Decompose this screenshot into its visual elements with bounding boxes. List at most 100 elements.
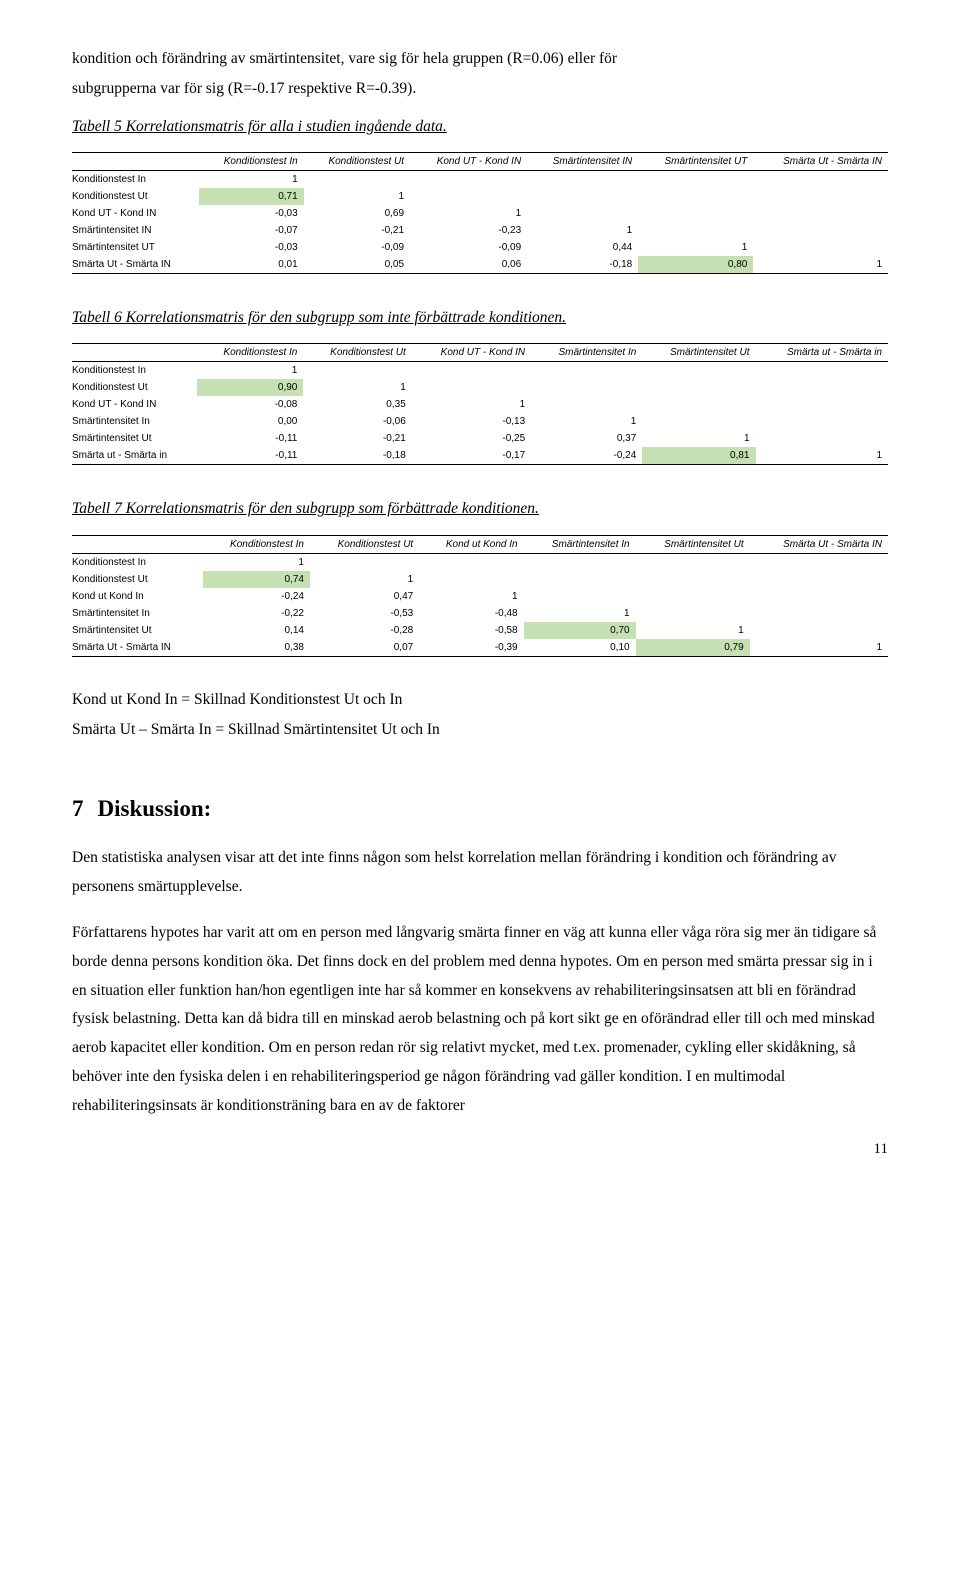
table-cell: -0,17	[412, 447, 531, 465]
table-header-blank	[72, 344, 197, 362]
table-cell: 0,06	[410, 256, 527, 274]
table-row: Smärtintensitet In-0,22-0,53-0,481	[72, 605, 888, 622]
table-row: Smärtintensitet UT-0,03-0,09-0,090,441	[72, 239, 888, 256]
table-cell: 0,74	[203, 571, 310, 588]
table-cell	[531, 396, 642, 413]
table-header: Smärta ut - Smärta in	[756, 344, 889, 362]
table-header: Konditionstest In	[197, 344, 303, 362]
table-header: Konditionstest Ut	[304, 153, 410, 171]
table-cell	[410, 188, 527, 205]
table7-caption: Tabell 7 Korrelationsmatris för den subg…	[72, 497, 888, 520]
table-row: Konditionstest In1	[72, 553, 888, 571]
table-cell	[750, 622, 888, 639]
section-title: Diskussion:	[98, 796, 212, 821]
table-cell	[524, 553, 636, 571]
table-cell	[527, 171, 638, 189]
table-cell: -0,11	[197, 430, 303, 447]
table6: Konditionstest InKonditionstest Ut Kond U…	[72, 343, 888, 465]
table-header: Smärtintensitet In	[531, 344, 642, 362]
table-row: Konditionstest In1	[72, 171, 888, 189]
table-cell	[638, 171, 753, 189]
table-cell: -0,53	[310, 605, 419, 622]
table-cell: 0,47	[310, 588, 419, 605]
table-cell: -0,23	[410, 222, 527, 239]
table-cell: 1	[310, 571, 419, 588]
table-cell: 1	[197, 362, 303, 380]
table-cell: 1	[304, 188, 410, 205]
table-cell	[756, 396, 889, 413]
table-cell: 1	[638, 239, 753, 256]
table-header: Smärtintensitet Ut	[636, 535, 750, 553]
table-cell	[756, 379, 889, 396]
table-cell: -0,39	[419, 639, 523, 657]
table-header: Konditionstest Ut	[303, 344, 411, 362]
table-cell: 1	[419, 588, 523, 605]
table7: Konditionstest InKonditionstest UtKond u…	[72, 535, 888, 657]
table-row-label: Konditionstest In	[72, 171, 199, 189]
table-cell	[524, 588, 636, 605]
table-header: Smärtintensitet In	[524, 535, 636, 553]
table-header: Konditionstest In	[199, 153, 303, 171]
table-row-label: Smärta Ut - Smärta IN	[72, 256, 199, 274]
intro-line-1: kondition och förändring av smärtintensi…	[72, 48, 888, 70]
table-cell: 0,01	[199, 256, 303, 274]
table-cell	[304, 171, 410, 189]
table-cell	[753, 239, 888, 256]
table-cell: 0,07	[310, 639, 419, 657]
table-cell	[642, 396, 755, 413]
table-cell	[750, 571, 888, 588]
table-row-label: Konditionstest Ut	[72, 571, 203, 588]
table-cell: 0,10	[524, 639, 636, 657]
table-cell	[638, 205, 753, 222]
table-cell	[410, 171, 527, 189]
table-cell	[642, 362, 755, 380]
table-cell: 1	[636, 622, 750, 639]
table-row: Konditionstest Ut0,901	[72, 379, 888, 396]
table-row-label: Konditionstest In	[72, 553, 203, 571]
table-header: Smärta Ut - Smärta IN	[750, 535, 888, 553]
table-cell	[750, 605, 888, 622]
table-cell	[638, 188, 753, 205]
table-cell	[527, 205, 638, 222]
table-cell	[636, 553, 750, 571]
table-row: Konditionstest In1	[72, 362, 888, 380]
table-header: Konditionstest Ut	[310, 535, 419, 553]
table-cell: -0,28	[310, 622, 419, 639]
section-heading: 7Diskussion:	[72, 792, 888, 827]
table-cell	[419, 553, 523, 571]
table-cell	[412, 362, 531, 380]
table-cell: 0,38	[203, 639, 310, 657]
page-number: 11	[72, 1138, 888, 1161]
table-cell: -0,18	[527, 256, 638, 274]
table-cell: 0,14	[203, 622, 310, 639]
table-cell: -0,09	[410, 239, 527, 256]
table-cell	[531, 379, 642, 396]
table6-caption: Tabell 6 Korrelationsmatris för den subg…	[72, 306, 888, 329]
table-cell: 0,80	[638, 256, 753, 274]
table-cell: -0,03	[199, 239, 303, 256]
table-cell	[753, 205, 888, 222]
table-cell	[419, 571, 523, 588]
table-cell: 1	[753, 256, 888, 274]
table5: Konditionstest InKonditionstest UtKond U…	[72, 152, 888, 274]
discussion-p1: Den statistiska analysen visar att det i…	[72, 844, 888, 901]
table-cell: 0,79	[636, 639, 750, 657]
table-cell: -0,13	[412, 413, 531, 430]
table-cell: 0,35	[303, 396, 411, 413]
table-cell: 1	[642, 430, 755, 447]
table-cell: 1	[527, 222, 638, 239]
table-cell: -0,48	[419, 605, 523, 622]
table-row: Kond UT - Kond IN-0,030,691	[72, 205, 888, 222]
table-row-label: Smärtintensitet Ut	[72, 430, 197, 447]
table-cell	[753, 222, 888, 239]
table-cell: 0,70	[524, 622, 636, 639]
table-row: Smärtintensitet IN-0,07-0,21-0,231	[72, 222, 888, 239]
table-cell	[753, 188, 888, 205]
table-cell: -0,06	[303, 413, 411, 430]
table-cell: 1	[750, 639, 888, 657]
table-row-label: Kond UT - Kond IN	[72, 396, 197, 413]
table-cell: 1	[412, 396, 531, 413]
intro-line-2: subgrupperna var för sig (R=-0.17 respek…	[72, 78, 888, 100]
table-row: Smärta ut - Smärta in-0,11-0,18-0,17-0,2…	[72, 447, 888, 465]
table-header: Smärtintensitet IN	[527, 153, 638, 171]
